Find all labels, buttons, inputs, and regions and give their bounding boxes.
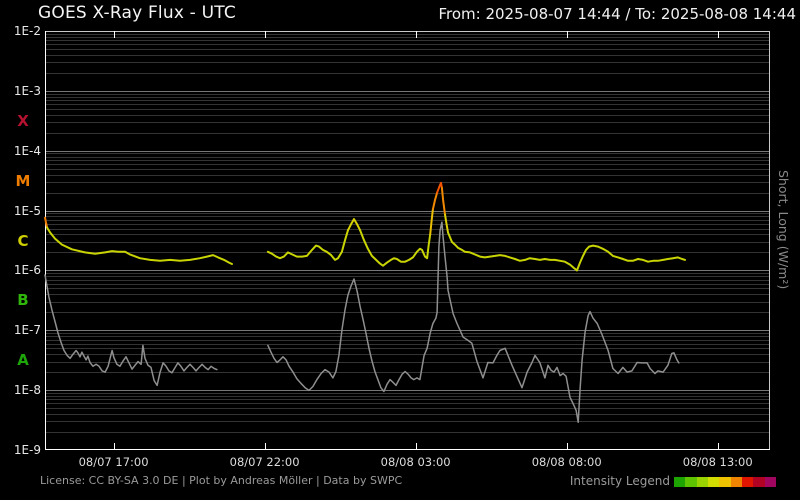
series-long-segment (359, 229, 432, 267)
series-long-segment (347, 218, 362, 232)
flare-class-label-a: A (17, 351, 29, 370)
legend-color-segment (719, 477, 731, 487)
series-long-segment (447, 231, 687, 272)
legend-color-segment (764, 477, 776, 487)
y-tick-label: 1E-2 (13, 24, 41, 38)
flare-class-label-c: C (17, 231, 29, 250)
legend-color-segment (753, 477, 765, 487)
series-long-segment (444, 213, 449, 234)
flare-class-label-x: X (17, 111, 29, 130)
y-tick-label: 1E-8 (13, 383, 41, 398)
time-range-label: From: 2025-08-07 14:44 / To: 2025-08-08 … (438, 5, 796, 23)
license-text: License: CC BY-SA 3.0 DE | Plot by Andre… (40, 474, 403, 487)
series-short-segment (44, 274, 218, 387)
series-long-segment (431, 191, 439, 211)
legend-color-segment (674, 477, 686, 487)
y-tick-label: 1E-7 (13, 323, 41, 338)
series-long (44, 181, 687, 272)
series-short (44, 221, 680, 424)
series-short-segment (267, 221, 680, 424)
intensity-legend-bar (674, 477, 776, 487)
x-tick-label: 08/08 08:00 (531, 455, 602, 469)
flare-class-label-m: M (15, 171, 31, 190)
x-tick-label: 08/07 17:00 (78, 455, 149, 469)
y-tick-label: 1E-4 (13, 143, 41, 158)
y-tick-label: 1E-3 (13, 83, 41, 98)
intensity-legend-label: Intensity Legend (569, 474, 670, 488)
gridlines (45, 34, 770, 433)
legend-color-segment (685, 477, 697, 487)
x-tick-label: 08/08 03:00 (380, 455, 451, 469)
right-axis-label: Short, Long (W/m²) (776, 170, 791, 290)
series-long-segment (429, 208, 434, 236)
axes-frame (45, 31, 770, 450)
legend-color-segment (707, 477, 720, 487)
x-tick-label: 08/08 13:00 (682, 455, 753, 469)
legend-color-segment (730, 477, 742, 487)
x-tick-label: 08/07 22:00 (229, 455, 300, 469)
series-long-segment (266, 229, 349, 261)
flare-class-label-b: B (17, 291, 29, 310)
y-tick-label: 1E-5 (13, 203, 41, 218)
series-long-segment (44, 216, 49, 229)
series-long-segment (46, 226, 233, 265)
y-tick-label: 1E-6 (13, 263, 41, 278)
series-long-segment (436, 181, 443, 194)
legend-color-segment (741, 477, 754, 487)
y-tick-label: 1E-9 (13, 443, 41, 457)
series-long-segment (440, 186, 446, 216)
legend-color-segment (696, 477, 708, 487)
page-title: GOES X-Ray Flux - UTC (38, 3, 236, 23)
